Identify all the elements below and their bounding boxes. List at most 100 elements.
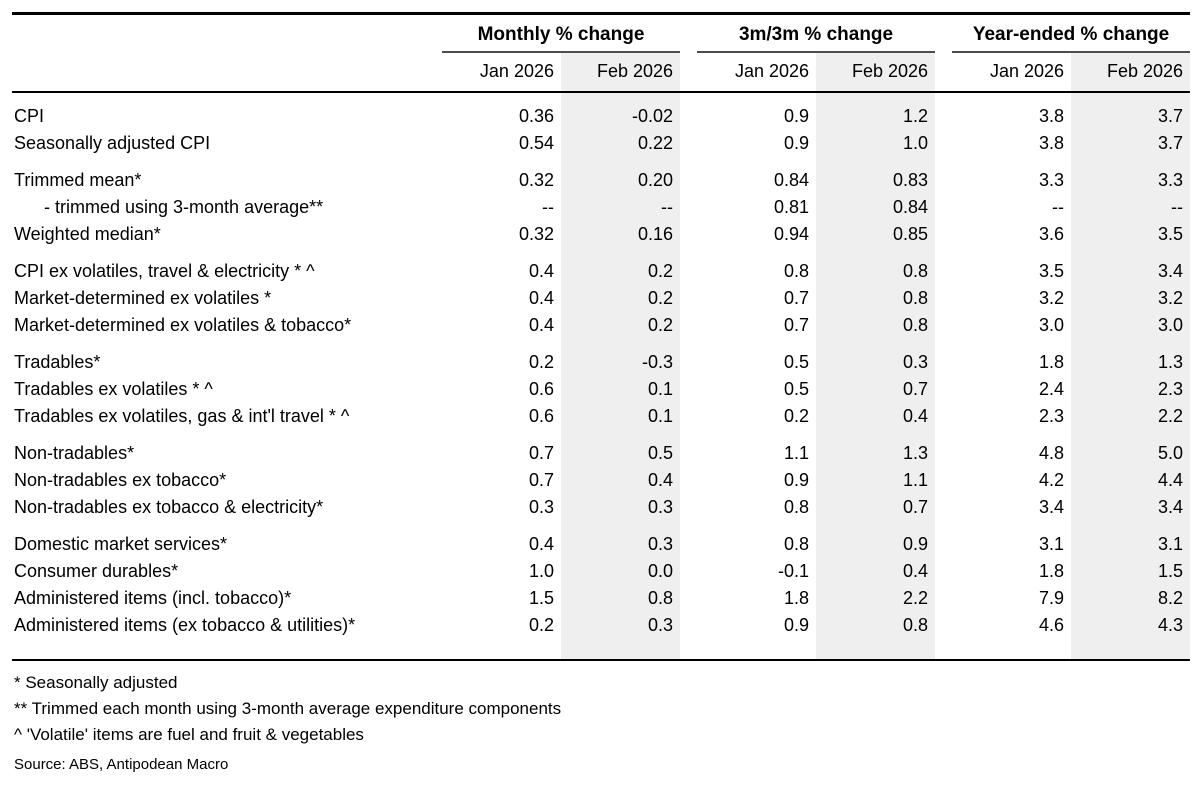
value-cell <box>561 157 681 167</box>
value-cell <box>816 639 936 660</box>
value-cell: 0.84 <box>773 170 810 190</box>
value-cell <box>816 521 936 531</box>
column-gap <box>680 157 697 167</box>
value-cell: 0.83 <box>816 167 936 194</box>
value-cell: 3.2 <box>1071 285 1191 312</box>
row-label: CPI ex volatiles, travel & electricity *… <box>14 261 315 281</box>
value-cell <box>561 521 681 531</box>
value-cell: 3.7 <box>1071 103 1191 130</box>
spacer-row <box>12 639 1191 660</box>
value-cell: 0.3 <box>528 497 554 517</box>
value-cell <box>1071 157 1191 167</box>
value-cell: 4.3 <box>1071 612 1191 639</box>
value-cell: 0.1 <box>561 376 681 403</box>
value-cell: 0.5 <box>783 352 810 372</box>
table-row: Administered items (incl. tobacco)* 1.5 0.… <box>12 585 1191 612</box>
value-cell: 1.8 <box>1039 561 1065 581</box>
sub-column-header-row: Jan 2026 Feb 2026 Jan 2026 Feb 2026 Jan … <box>12 52 1191 93</box>
value-cell: 0.3 <box>816 349 936 376</box>
value-cell: 0.36 <box>518 106 554 126</box>
value-cell: 0.22 <box>561 130 681 157</box>
value-cell: 0.6 <box>528 379 554 399</box>
column-gap <box>680 531 697 558</box>
row-label <box>12 339 442 349</box>
value-cell <box>952 157 1071 167</box>
value-cell: 3.1 <box>1039 534 1065 554</box>
value-cell: 1.8 <box>1039 352 1065 372</box>
value-cell <box>1071 521 1191 531</box>
column-gap <box>935 157 952 167</box>
row-label: Tradables* <box>14 352 101 372</box>
value-cell: -0.1 <box>777 561 810 581</box>
value-cell <box>561 430 681 440</box>
value-cell <box>442 430 561 440</box>
value-cell: 0.4 <box>561 467 681 494</box>
row-label: - trimmed using 3-month average** <box>44 197 324 217</box>
value-cell: 7.9 <box>1039 588 1065 608</box>
value-cell: 0.7 <box>528 470 554 490</box>
table-row: Trimmed mean* 0.32 0.20 0.84 0.83 3.3 3.3 <box>12 167 1191 194</box>
row-label: Weighted median* <box>14 224 161 244</box>
table-row: Non-tradables ex tobacco* 0.7 0.4 0.9 1.1 4.2… <box>12 467 1191 494</box>
value-cell: 2.3 <box>1071 376 1191 403</box>
value-cell: 5.0 <box>1071 440 1191 467</box>
table-row: Tradables* 0.2 -0.3 0.5 0.3 1.8 1.3 <box>12 349 1191 376</box>
value-cell: 3.4 <box>1071 494 1191 521</box>
column-gap <box>935 531 952 558</box>
section-gap-row <box>12 339 1191 349</box>
table-row: Tradables ex volatiles * ^ 0.6 0.1 0.5 0.7 2.… <box>12 376 1191 403</box>
table-row: Consumer durables* 1.0 0.0 -0.1 0.4 1.8 1.5 <box>12 558 1191 585</box>
value-cell: 2.2 <box>816 585 936 612</box>
column-gap <box>935 467 952 494</box>
value-cell: 0.5 <box>783 379 810 399</box>
spacer-row <box>12 92 1191 103</box>
column-gap <box>680 430 697 440</box>
footnote-volatile-items: ^ 'Volatile' items are fuel and fruit & … <box>14 725 364 744</box>
column-gap <box>680 494 697 521</box>
column-gap <box>935 167 952 194</box>
row-label: Consumer durables* <box>14 561 179 581</box>
value-cell: 0.32 <box>518 224 554 244</box>
row-label: Non-tradables* <box>14 443 135 463</box>
row-label <box>12 92 442 103</box>
value-cell: 0.84 <box>816 194 936 221</box>
column-gap <box>935 403 952 430</box>
value-cell: 0.4 <box>816 558 936 585</box>
value-cell: 1.8 <box>783 588 810 608</box>
value-cell: 1.2 <box>816 103 936 130</box>
value-cell: 0.2 <box>561 285 681 312</box>
column-gap <box>680 14 697 53</box>
row-label <box>12 521 442 531</box>
row-label <box>12 639 442 660</box>
value-cell: 0.7 <box>816 376 936 403</box>
value-cell: 4.2 <box>1039 470 1065 490</box>
value-cell <box>952 639 1071 660</box>
column-gap <box>680 339 697 349</box>
value-cell: 2.3 <box>1039 406 1065 426</box>
column-gap <box>680 52 698 93</box>
column-gap <box>680 258 697 285</box>
value-cell: 3.1 <box>1071 531 1191 558</box>
value-cell <box>442 339 561 349</box>
table-row: Non-tradables* 0.7 0.5 1.1 1.3 4.8 5.0 <box>12 440 1191 467</box>
column-gap <box>680 92 697 103</box>
value-cell: 0.7 <box>783 315 810 335</box>
value-cell: 0.32 <box>518 170 554 190</box>
row-label: Tradables ex volatiles, gas & int'l trav… <box>14 406 350 426</box>
value-cell: 3.6 <box>1039 224 1065 244</box>
column-gap <box>935 440 952 467</box>
value-cell <box>442 157 561 167</box>
column-gap <box>680 221 697 248</box>
section-gap-row <box>12 521 1191 531</box>
column-gap <box>680 194 697 221</box>
column-gap <box>680 612 697 639</box>
table-row: Market-determined ex volatiles * 0.4 0.2 0.… <box>12 285 1191 312</box>
table-body: CPI 0.36 -0.02 0.9 1.2 3.8 3.7 Seasonally adjus… <box>12 92 1191 660</box>
column-group-year-ended: Year-ended % change <box>952 13 1191 53</box>
value-cell <box>952 339 1071 349</box>
value-cell: 0.9 <box>816 531 936 558</box>
table-row: Domestic market services* 0.4 0.3 0.8 0.9 3.1… <box>12 531 1191 558</box>
value-cell <box>442 639 561 660</box>
col-header-monthly-jan: Jan 2026 <box>442 52 561 93</box>
